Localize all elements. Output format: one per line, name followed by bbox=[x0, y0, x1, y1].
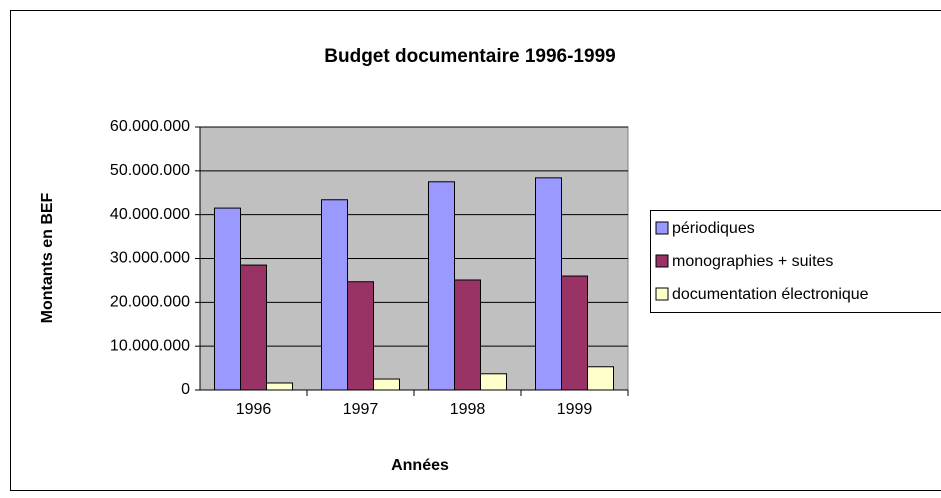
x-axis-title: Années bbox=[391, 457, 449, 474]
legend-swatch bbox=[655, 221, 669, 235]
x-tick-label: 1996 bbox=[236, 401, 272, 418]
bar bbox=[373, 378, 400, 391]
bar bbox=[266, 382, 293, 391]
bar bbox=[480, 373, 507, 391]
legend-swatch bbox=[655, 287, 669, 301]
legend-label: documentation électronique bbox=[672, 286, 869, 303]
y-tick-label: 20.000.000 bbox=[110, 294, 190, 311]
bar bbox=[428, 181, 455, 391]
x-tick-label: 1999 bbox=[557, 401, 593, 418]
y-tick-label: 40.000.000 bbox=[110, 206, 190, 223]
y-axis-title: Montants en BEF bbox=[39, 192, 56, 323]
bar bbox=[214, 207, 241, 391]
y-tick-label: 60.000.000 bbox=[110, 118, 190, 135]
legend-box bbox=[650, 210, 941, 313]
x-tick-label: 1997 bbox=[343, 401, 379, 418]
bar bbox=[240, 264, 267, 391]
bar bbox=[321, 199, 348, 391]
bar bbox=[535, 177, 562, 391]
legend-label: périodiques bbox=[672, 220, 755, 237]
bar bbox=[347, 281, 374, 391]
y-tick-label: 10.000.000 bbox=[110, 337, 190, 354]
chart-title: Budget documentaire 1996-1999 bbox=[324, 46, 615, 67]
x-tick-label: 1998 bbox=[450, 401, 486, 418]
y-tick-label: 30.000.000 bbox=[110, 250, 190, 267]
legend-label: monographies + suites bbox=[672, 253, 833, 270]
y-tick-label: 0 bbox=[181, 381, 190, 398]
bar bbox=[587, 366, 614, 391]
bar bbox=[561, 275, 588, 391]
legend-swatch bbox=[655, 254, 669, 268]
bar bbox=[454, 279, 481, 391]
y-tick-label: 50.000.000 bbox=[110, 162, 190, 179]
